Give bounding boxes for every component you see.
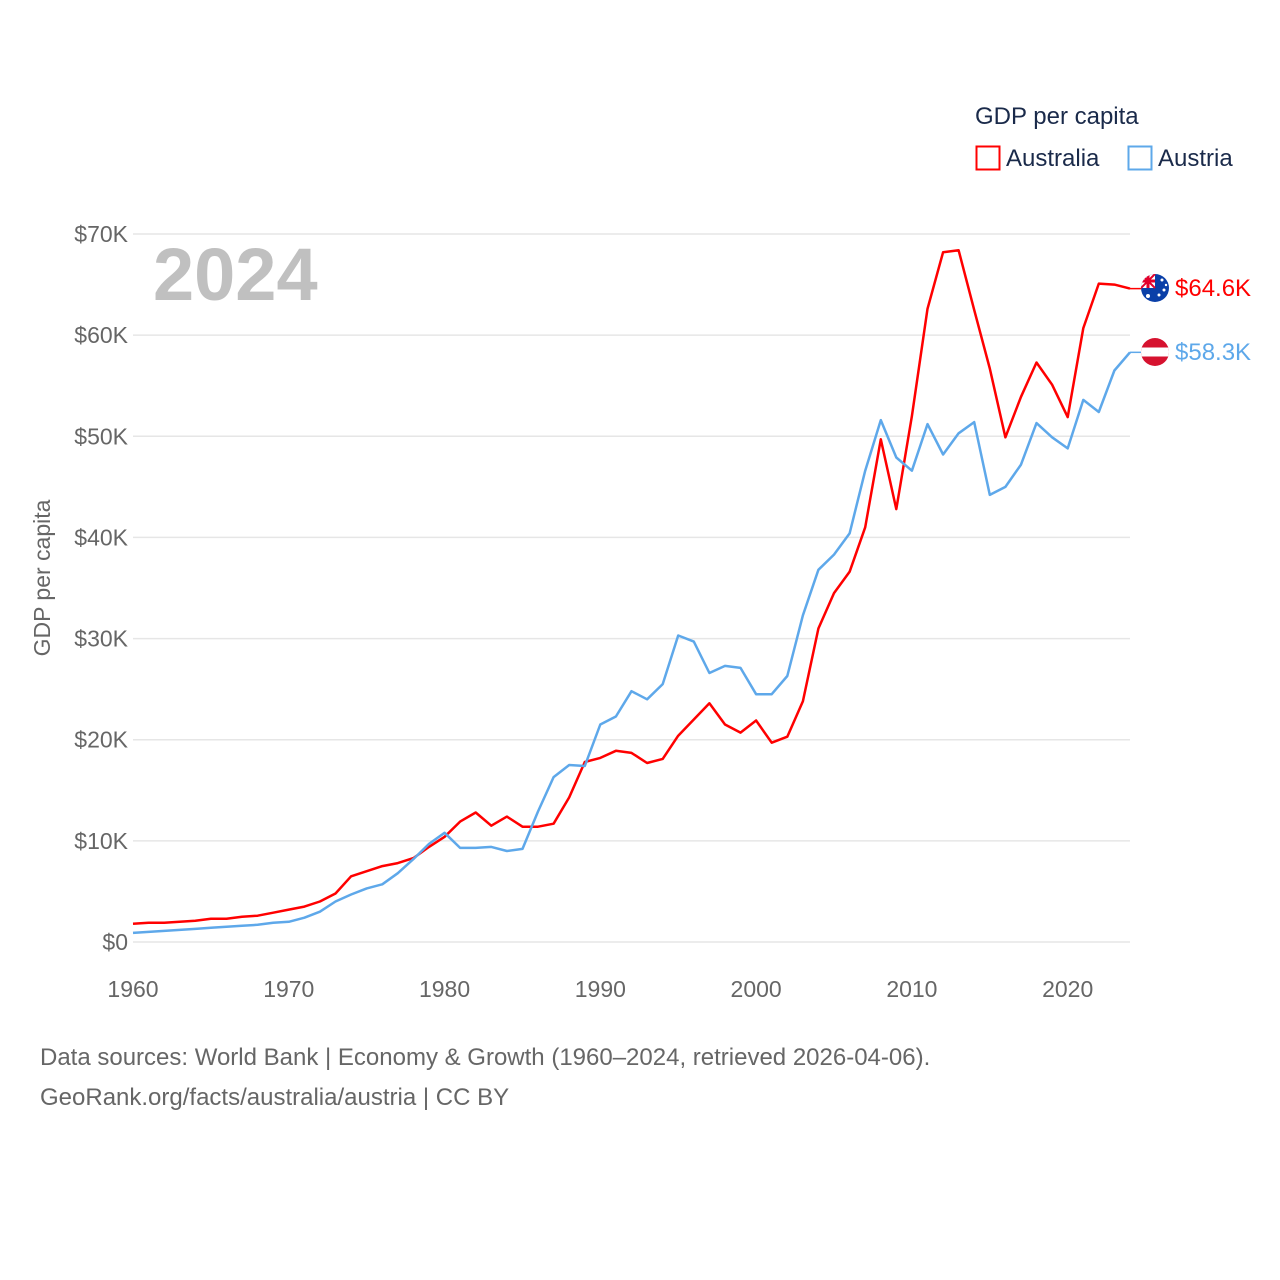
legend: GDP per capita Australia Austria bbox=[975, 103, 1233, 172]
australia-end-value-label: $64.6K bbox=[1175, 275, 1251, 302]
series-lines bbox=[132, 248, 1141, 935]
footer-attribution[interactable]: GeoRank.org/facts/australia/austria | CC… bbox=[40, 1084, 510, 1111]
austria-flag-icon bbox=[1141, 338, 1169, 366]
legend-swatch-austria bbox=[1127, 145, 1153, 171]
legend-title: GDP per capita bbox=[975, 103, 1139, 130]
legend-swatch-australia bbox=[975, 145, 1001, 171]
y-axis-title: GDP per capita bbox=[29, 499, 55, 656]
x-tick-label: 2000 bbox=[731, 976, 782, 1002]
x-tick-label: 2020 bbox=[1042, 976, 1093, 1002]
year-watermark: 2024 bbox=[153, 233, 318, 316]
legend-label-australia: Australia bbox=[1006, 145, 1100, 172]
australia-flag-icon bbox=[1141, 274, 1169, 302]
y-tick-label: $10K bbox=[74, 828, 128, 854]
legend-item-austria[interactable]: Austria bbox=[1127, 145, 1234, 172]
y-tick-label: $70K bbox=[74, 221, 128, 247]
y-tick-label: $40K bbox=[74, 524, 128, 550]
x-tick-label: 2010 bbox=[886, 976, 937, 1002]
x-tick-label: 1980 bbox=[419, 976, 470, 1002]
y-tick-label: $30K bbox=[74, 626, 128, 652]
x-tick-label: 1960 bbox=[107, 976, 158, 1002]
australia-line bbox=[132, 248, 1131, 926]
footer-sources: Data sources: World Bank | Economy & Gro… bbox=[40, 1044, 931, 1071]
y-tick-label: $0 bbox=[102, 929, 128, 955]
gridlines bbox=[133, 233, 1130, 943]
austria-end-value-label: $58.3K bbox=[1175, 339, 1251, 366]
series-end-labels: $64.6K $58.3K bbox=[1141, 274, 1251, 366]
x-tick-label: 1970 bbox=[263, 976, 314, 1002]
x-tick-label: 1990 bbox=[575, 976, 626, 1002]
y-tick-label: $50K bbox=[74, 423, 128, 449]
x-axis-ticks: 1960 1970 1980 1990 2000 2010 2020 bbox=[107, 976, 1093, 1002]
y-axis-ticks: $0 $10K $20K $30K $40K $50K $60K $70K bbox=[74, 221, 128, 955]
legend-item-australia[interactable]: Australia bbox=[975, 145, 1101, 172]
y-tick-label: $20K bbox=[74, 727, 128, 753]
legend-label-austria: Austria bbox=[1158, 145, 1233, 172]
y-tick-label: $60K bbox=[74, 322, 128, 348]
austria-line bbox=[132, 351, 1131, 935]
